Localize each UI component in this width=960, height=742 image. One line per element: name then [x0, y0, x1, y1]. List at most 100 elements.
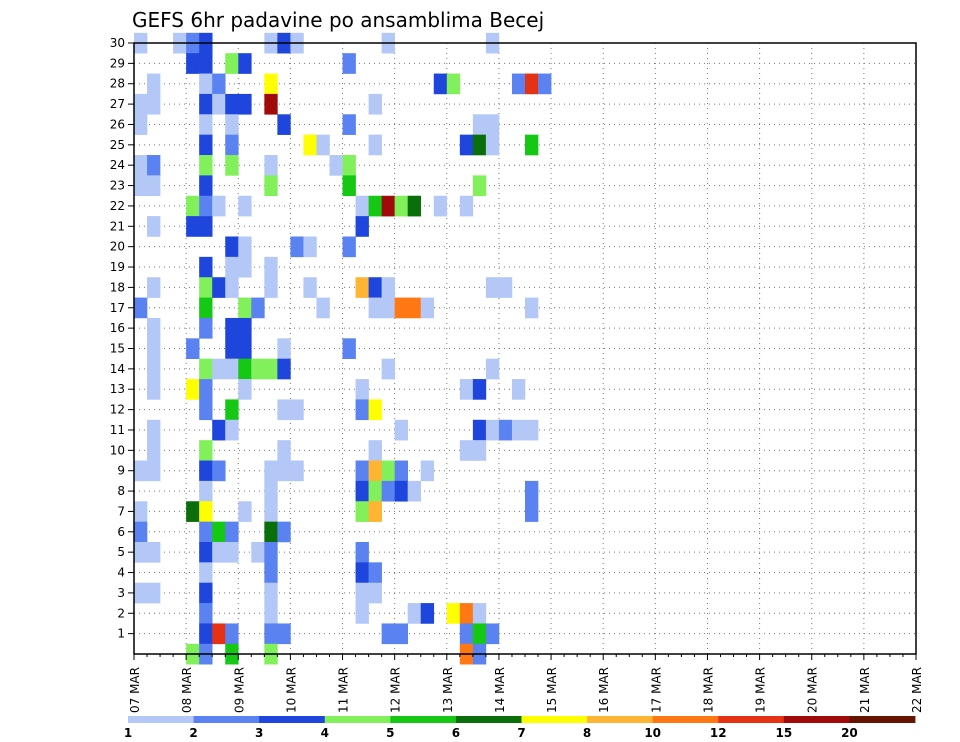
colorbar-label: 6	[452, 726, 460, 740]
colorbar-label: 10	[644, 726, 661, 740]
heatmap-cell	[277, 440, 291, 461]
y-tick-label: 12	[110, 403, 125, 417]
heatmap-cell	[368, 195, 382, 217]
heatmap-cell	[381, 460, 395, 482]
heatmap-cell	[147, 358, 161, 380]
heatmap-cell	[368, 399, 382, 421]
heatmap-cell	[394, 460, 408, 482]
heatmap-cell	[238, 297, 252, 319]
heatmap-cell	[225, 134, 239, 156]
heatmap-cell	[134, 521, 148, 543]
heatmap-cell	[355, 603, 369, 624]
colorbar-segment	[587, 716, 654, 723]
heatmap-cell	[238, 53, 252, 74]
heatmap-cell	[381, 195, 395, 217]
heatmap-cell	[147, 73, 161, 95]
heatmap-cell	[342, 338, 356, 359]
heatmap-cell	[147, 175, 161, 197]
y-tick-label: 10	[110, 443, 125, 457]
heatmap-cell	[355, 216, 369, 237]
heatmap-cell	[238, 195, 252, 217]
heatmap-cell	[134, 155, 148, 176]
heatmap-cell	[355, 379, 369, 400]
heatmap-cell	[225, 317, 239, 339]
x-tick-label: 09 MAR	[232, 667, 246, 713]
heatmap-cell	[199, 297, 213, 319]
y-tick-label: 19	[110, 260, 125, 274]
heatmap-cell	[472, 623, 487, 645]
x-tick-label: 14 MAR	[493, 667, 507, 713]
x-tick-label: 15 MAR	[545, 667, 559, 713]
heatmap-cell	[147, 460, 161, 482]
heatmap-cell	[225, 358, 239, 380]
heatmap-cell	[199, 73, 213, 95]
x-tick-label: 20 MAR	[806, 667, 820, 713]
heatmap-cell	[212, 623, 226, 645]
heatmap-cell	[134, 175, 148, 197]
heatmap-cell	[355, 460, 369, 482]
heatmap-cell	[225, 93, 239, 115]
heatmap-cell	[485, 419, 500, 441]
y-tick-label: 13	[110, 382, 125, 396]
heatmap-cell	[199, 155, 213, 176]
heatmap-cell	[472, 379, 487, 400]
x-tick-label: 19 MAR	[754, 667, 768, 713]
heatmap-cell	[525, 73, 539, 95]
heatmap-cell	[238, 338, 252, 359]
heatmap-cell	[381, 358, 395, 380]
heatmap-cell	[485, 134, 500, 156]
heatmap-cell	[225, 277, 239, 298]
heatmap-cell	[498, 419, 513, 441]
heatmap-cell	[238, 379, 252, 400]
heatmap-cell	[277, 338, 291, 359]
heatmap-cell	[355, 501, 369, 522]
heatmap-cell	[199, 440, 213, 461]
heatmap-cell	[368, 440, 382, 461]
heatmap-cell	[264, 155, 278, 176]
heatmap-cell	[472, 440, 487, 461]
heatmap-cell	[459, 623, 474, 645]
heatmap-cell	[355, 195, 369, 217]
colorbar-segment	[128, 716, 194, 723]
heatmap-cell	[212, 73, 226, 95]
heatmap-cell	[538, 73, 552, 95]
colorbar-segment	[390, 716, 457, 723]
heatmap-cell	[303, 277, 317, 298]
heatmap-cell	[407, 195, 422, 217]
y-tick-label: 5	[117, 545, 125, 559]
heatmap-cell	[264, 358, 278, 380]
heatmap-cell	[525, 134, 539, 156]
heatmap-cell	[251, 541, 265, 563]
heatmap-cell	[368, 460, 382, 482]
y-tick-label: 28	[110, 77, 125, 91]
heatmap-cell	[264, 175, 278, 197]
heatmap-cell	[225, 399, 239, 421]
heatmap-cell	[485, 623, 500, 645]
heatmap-cell	[368, 562, 382, 584]
heatmap-cell	[368, 582, 382, 604]
x-tick-label: 11 MAR	[337, 667, 351, 713]
heatmap-cell	[368, 134, 382, 156]
x-tick-label: 18 MAR	[701, 667, 715, 713]
heatmap-cell	[277, 623, 291, 645]
heatmap-cell	[199, 53, 213, 74]
heatmap-cell	[381, 480, 395, 502]
heatmap-cell	[264, 480, 278, 502]
heatmap-cell	[381, 277, 395, 298]
heatmap-cell	[199, 480, 213, 502]
x-tick-label: 16 MAR	[597, 667, 611, 713]
heatmap-cell	[264, 501, 278, 522]
heatmap-cell	[134, 460, 148, 482]
heatmap-cell	[459, 379, 474, 400]
heatmap-cell	[225, 338, 239, 359]
y-tick-label: 30	[110, 36, 125, 50]
heatmap-cell	[381, 297, 395, 319]
chart-title: GEFS 6hr padavine po ansamblima Becej	[132, 8, 544, 32]
heatmap-cell	[394, 419, 408, 441]
colorbar-segment	[324, 716, 391, 723]
heatmap-cell	[264, 460, 278, 482]
heatmap-cell	[459, 440, 474, 461]
heatmap-cell	[147, 582, 161, 604]
colorbar-label: 7	[517, 726, 525, 740]
heatmap-cell	[342, 175, 356, 197]
